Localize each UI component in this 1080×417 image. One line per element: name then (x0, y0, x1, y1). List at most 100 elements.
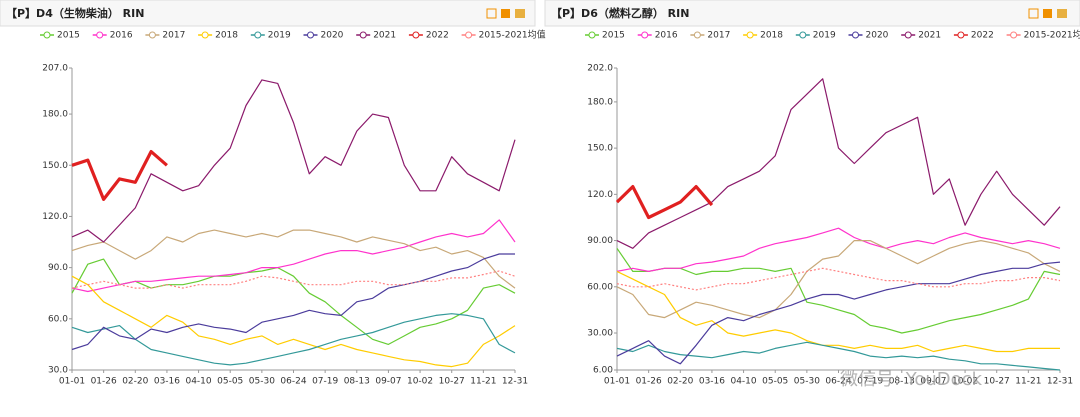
legend-swatch (1010, 31, 1018, 39)
x-tick-label: 10-27 (439, 377, 465, 387)
legend-label: 2020 (866, 31, 889, 41)
x-tick-label: 02-20 (122, 377, 148, 387)
y-tick-label: 150.0 (587, 144, 613, 154)
x-tick-label: 07-19 (312, 377, 338, 387)
chart-title: 【P】D6（燃料乙醇） RIN (551, 6, 689, 20)
y-tick-label: 60.0 (48, 314, 68, 324)
y-tick-label: 180.0 (42, 110, 68, 120)
refresh-icon[interactable] (486, 8, 497, 19)
y-tick-label: 120.0 (587, 190, 613, 200)
series-line (71, 270, 516, 289)
legend-label: 2016 (110, 31, 133, 41)
x-tick-label: 07-19 (857, 377, 883, 387)
y-tick-label: 150.0 (42, 161, 68, 171)
legend-swatch (799, 31, 807, 39)
export-icon[interactable] (1043, 9, 1052, 18)
y-tick-label: 90.0 (48, 263, 68, 273)
legend-label: 2018 (760, 31, 783, 41)
series-line (615, 185, 714, 220)
x-tick-label: 12-31 (502, 377, 528, 387)
legend-swatch (148, 31, 156, 39)
x-tick-label: 01-01 (604, 377, 630, 387)
y-tick-label: 60.00 (587, 282, 613, 292)
legend-label: 2017 (707, 31, 730, 41)
x-tick-label: 11-21 (470, 377, 496, 387)
series-line (616, 270, 1060, 353)
series-line (616, 247, 1061, 334)
x-tick-label: 06-24 (280, 377, 306, 387)
header-icons[interactable] (486, 8, 1067, 19)
legend-label: 2019 (268, 31, 291, 41)
legend-swatch (96, 31, 104, 39)
watermark: 微信号: YouDock (840, 369, 983, 390)
series-line (71, 229, 516, 289)
chart-title: 【P】D4（生物柴油） RIN (6, 6, 144, 20)
x-tick-label: 01-26 (91, 377, 117, 387)
series-line (616, 240, 1061, 319)
legend-label: 2015-2021均值 (479, 29, 546, 41)
series-line (71, 275, 516, 368)
legend-swatch (201, 31, 209, 39)
legend-label: 2021 (918, 31, 941, 41)
legend-label: 2021 (373, 31, 396, 41)
legend-label: 2015 (57, 31, 80, 41)
y-tick-label: 207.0 (42, 64, 68, 74)
y-tick-label: 180.0 (587, 97, 613, 107)
refresh-icon[interactable] (1028, 8, 1039, 19)
export-icon[interactable] (501, 9, 510, 18)
x-tick-label: 05-30 (794, 377, 820, 387)
x-tick-label: 08-13 (344, 377, 370, 387)
x-tick-label: 04-10 (730, 377, 756, 387)
series-line (616, 78, 1061, 249)
panel-headers: 【P】D4（生物柴油） RIN 【P】D6（燃料乙醇） RIN (0, 0, 1080, 27)
x-tick-label: 08-13 (889, 377, 915, 387)
series-line (71, 258, 516, 345)
legend-label: 2019 (813, 31, 836, 41)
x-tick-label: 02-20 (667, 377, 693, 387)
y-tick-label: 202.0 (587, 64, 613, 74)
legend-label: 2015 (602, 31, 625, 41)
legend-swatch (693, 31, 701, 39)
series-line (71, 150, 168, 201)
x-tick-label: 05-05 (762, 377, 788, 387)
legend-swatch (746, 31, 754, 39)
legend-label: 2018 (215, 31, 238, 41)
series-line (71, 79, 516, 243)
series-line (616, 227, 1061, 272)
y-tick-label: 120.0 (42, 212, 68, 222)
legend-swatch (359, 31, 367, 39)
legend-label: 2015-2021均值 (1024, 29, 1080, 41)
x-tick-label: 06-24 (825, 377, 851, 387)
x-tick-label: 11-21 (1015, 377, 1041, 387)
y-tick-label: 6.00 (593, 366, 613, 376)
legend-swatch (957, 31, 965, 39)
x-tick-label: 09-07 (920, 377, 946, 387)
x-tick-label: 05-05 (217, 377, 243, 387)
legend-swatch (852, 31, 859, 39)
y-tick-label: 90.00 (587, 236, 613, 246)
series-line (71, 313, 516, 366)
save-icon[interactable] (515, 9, 525, 18)
legend-label: 2016 (655, 31, 678, 41)
x-tick-label: 04-10 (185, 377, 211, 387)
x-tick-label: 10-02 (952, 377, 978, 387)
x-tick-label: 03-16 (699, 377, 725, 387)
x-tick-label: 10-02 (407, 377, 433, 387)
legend-label: 2022 (971, 31, 994, 41)
y-tick-label: 30.00 (587, 329, 613, 339)
y-tick-label: 30.0 (48, 366, 68, 376)
legend-label: 2017 (162, 31, 185, 41)
series-line (616, 267, 1061, 291)
legend-swatch (465, 31, 473, 39)
save-icon[interactable] (1057, 9, 1067, 18)
x-tick-label: 01-01 (59, 377, 85, 387)
x-tick-label: 05-30 (249, 377, 275, 387)
series-line (616, 261, 1061, 365)
legend-swatch (412, 31, 420, 39)
legend-swatch (307, 31, 314, 39)
x-tick-label: 10-27 (984, 377, 1010, 387)
legend-swatch (588, 31, 596, 39)
series-line (71, 253, 515, 351)
